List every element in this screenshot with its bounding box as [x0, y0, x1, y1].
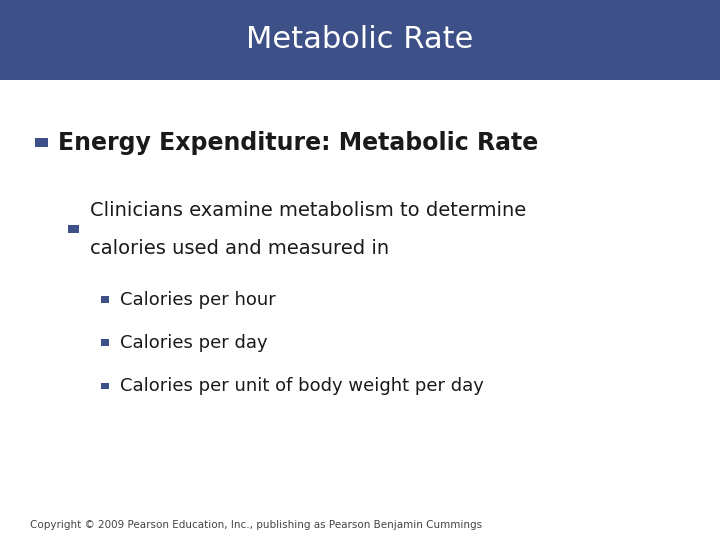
- Bar: [0, 0, 720, 80]
- Text: Calories per unit of body weight per day: Calories per unit of body weight per day: [120, 377, 484, 395]
- Text: Energy Expenditure: Metabolic Rate: Energy Expenditure: Metabolic Rate: [58, 131, 539, 155]
- Text: Clinicians examine metabolism to determine: Clinicians examine metabolism to determi…: [90, 201, 526, 220]
- Bar: [101, 296, 109, 302]
- Text: Calories per hour: Calories per hour: [120, 291, 276, 309]
- Bar: [101, 382, 109, 389]
- Bar: [35, 138, 48, 147]
- Text: Calories per day: Calories per day: [120, 334, 268, 352]
- Text: Metabolic Rate: Metabolic Rate: [246, 25, 474, 55]
- Bar: [101, 339, 109, 346]
- Text: calories used and measured in: calories used and measured in: [90, 239, 389, 258]
- Bar: [68, 225, 79, 233]
- Text: Copyright © 2009 Pearson Education, Inc., publishing as Pearson Benjamin Cumming: Copyright © 2009 Pearson Education, Inc.…: [30, 520, 482, 530]
